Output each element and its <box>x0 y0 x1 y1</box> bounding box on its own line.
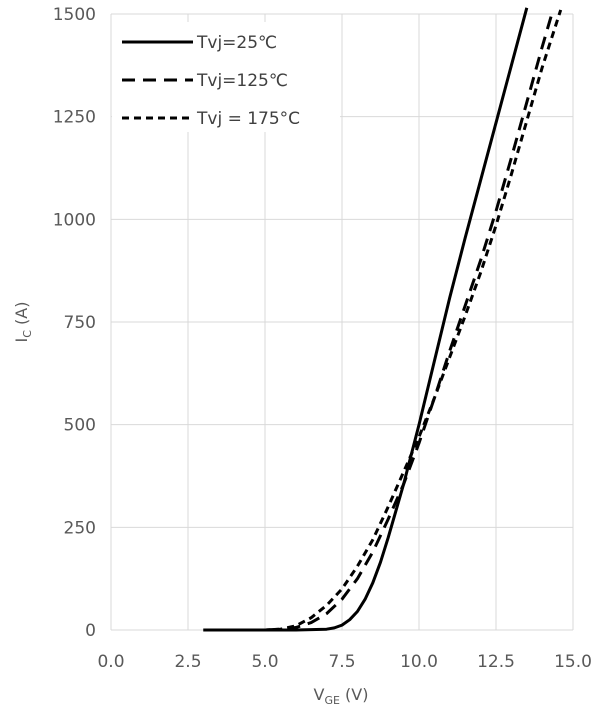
series-lines <box>203 7 563 632</box>
x-tick-label-2: 5.0 <box>251 652 278 672</box>
y-tick-label-0: 0 <box>85 621 96 641</box>
legend-background <box>112 22 340 132</box>
legend-label-1: Tvj=125℃ <box>196 71 288 91</box>
y-tick-label-6: 1500 <box>53 5 96 25</box>
y-tick-label-3: 750 <box>64 313 96 333</box>
x-tick-label-6: 15.0 <box>554 652 592 672</box>
y-tick-label-2: 500 <box>64 416 96 436</box>
series-line-0 <box>203 7 529 632</box>
x-tick-labels: 0.0 2.5 5.0 7.5 10.0 12.5 15.0 <box>97 652 591 672</box>
series-line-2 <box>203 9 563 632</box>
x-tick-label-5: 12.5 <box>477 652 515 672</box>
y-axis-title: IC (A) <box>12 302 34 343</box>
x-tick-label-1: 2.5 <box>174 652 201 672</box>
x-axis-title: VGE (V) <box>314 685 369 707</box>
x-tick-label-4: 10.0 <box>400 652 438 672</box>
x-tick-label-3: 7.5 <box>328 652 355 672</box>
series-line-1 <box>203 9 555 632</box>
legend-label-0: Tvj=25℃ <box>196 33 277 53</box>
y-tick-label-1: 250 <box>64 518 96 538</box>
x-tick-label-0: 0.0 <box>97 652 124 672</box>
y-tick-labels: 0 250 500 750 1000 1250 1500 <box>53 5 96 641</box>
legend: Tvj=25℃ Tvj=125℃ Tvj = 175°C <box>112 22 340 132</box>
y-tick-label-4: 1000 <box>53 210 96 230</box>
legend-label-2: Tvj = 175°C <box>196 109 300 129</box>
y-tick-label-5: 1250 <box>53 108 96 128</box>
